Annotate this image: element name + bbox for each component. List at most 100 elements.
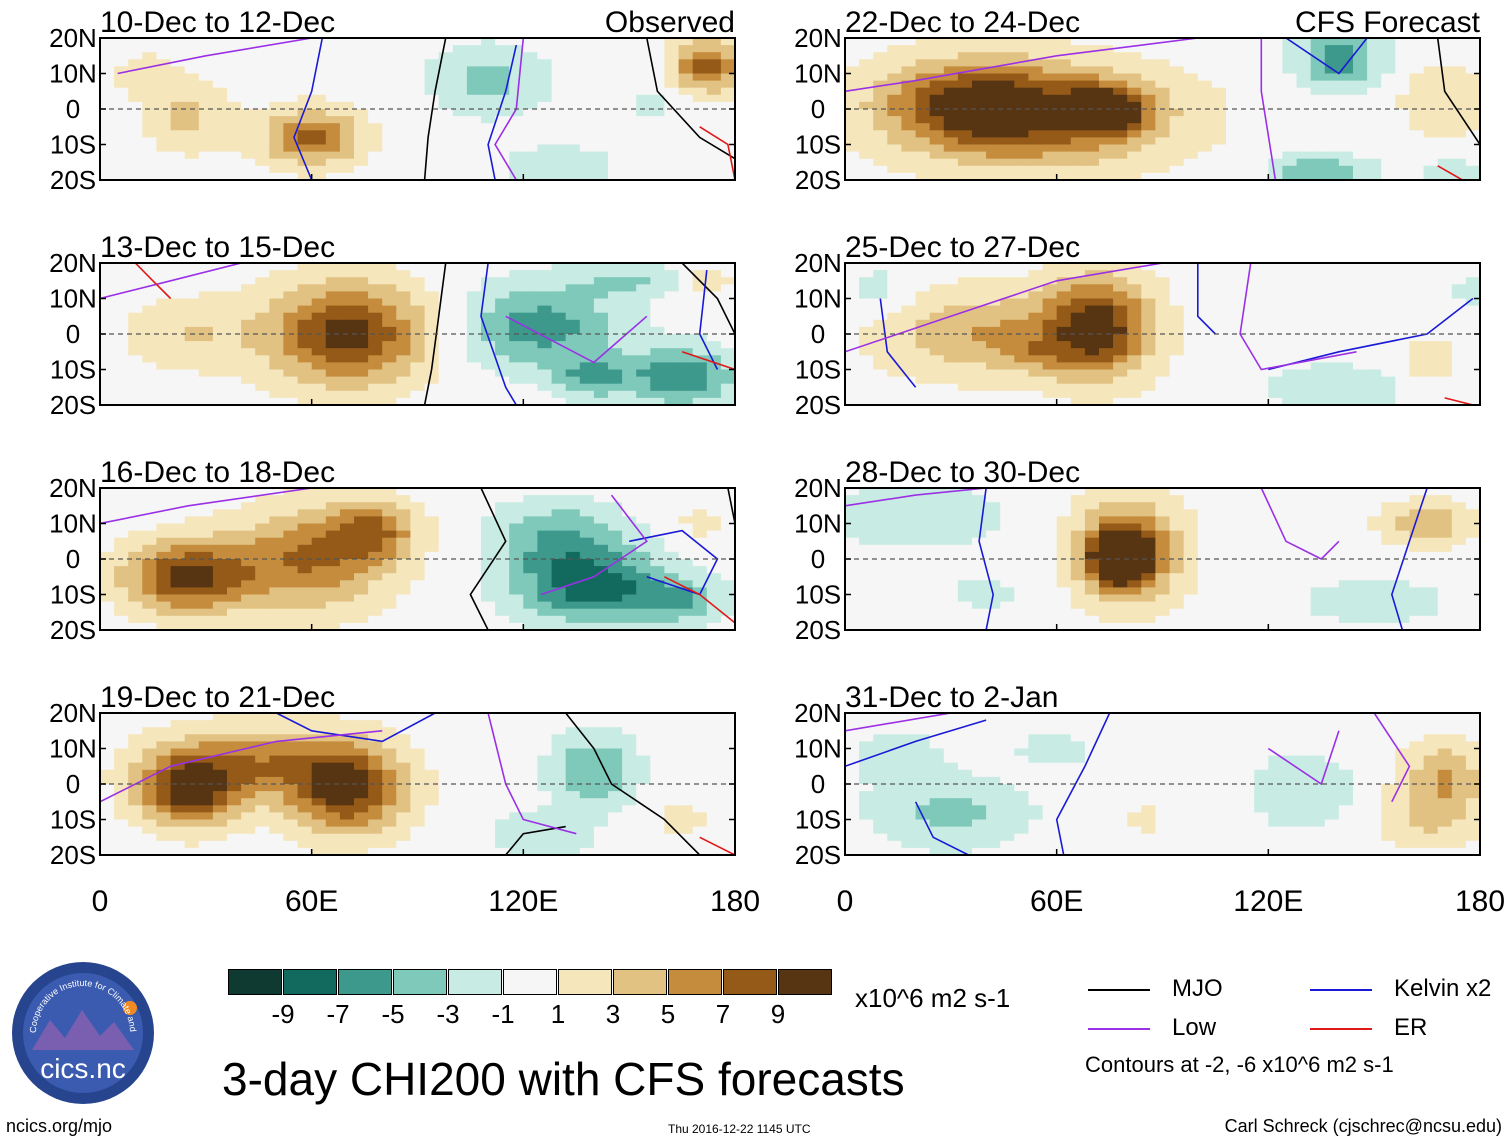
map-panel: 20N 10N 0 10S 20S 22-Dec to 24-Dec CFS Forecas… xyxy=(794,6,1481,195)
er-contour xyxy=(1444,397,1474,405)
lat-tick-label: 0 xyxy=(66,769,80,799)
kelvin-contour xyxy=(845,719,987,768)
source-link[interactable]: ncics.org/mjo xyxy=(6,1116,113,1136)
kelvin-contour xyxy=(480,263,517,405)
low-contour xyxy=(845,38,1198,93)
map-panel: 20N 10N 0 10S 20S 19-Dec to 21-Dec 0 60E 120E 180 xyxy=(49,681,760,918)
kelvin-contour xyxy=(914,801,969,855)
colorbar-units: x10^6 m2 s-1 xyxy=(855,983,1011,1013)
anomaly-field xyxy=(100,263,735,405)
anomaly-field xyxy=(100,38,735,180)
low-contour xyxy=(540,494,648,596)
colorbar-swatch xyxy=(283,969,337,995)
lat-tick-label: 10S xyxy=(50,805,96,835)
lon-tick-label: 0 xyxy=(837,885,854,918)
colorbar-swatch xyxy=(448,969,502,995)
mjo-contour xyxy=(423,38,447,180)
lat-tick-label: 10S xyxy=(795,805,841,835)
lat-tick-label: 20S xyxy=(795,165,841,195)
colorbar-swatch xyxy=(558,969,612,995)
panel-date-label: 19-Dec to 21-Dec xyxy=(100,681,335,714)
lat-tick-label: 10S xyxy=(50,355,96,385)
lat-tick-label: 10N xyxy=(49,59,97,89)
low-contour xyxy=(100,263,242,300)
legend-mjo-label: MJO xyxy=(1172,975,1223,1002)
low-contour xyxy=(1260,38,1277,180)
mjo-contour xyxy=(505,825,566,855)
lon-tick-label: 120E xyxy=(488,885,558,918)
lat-tick-label: 10N xyxy=(49,509,97,539)
colorbar-swatch xyxy=(723,969,777,995)
author-credit: Carl Schreck (cjschrec@ncsu.edu) xyxy=(1224,1116,1502,1136)
kelvin-contour xyxy=(879,298,917,388)
legend-low-label: Low xyxy=(1172,1014,1217,1041)
lat-tick-label: 20S xyxy=(50,390,96,420)
panel-date-label: 31-Dec to 2-Jan xyxy=(845,681,1058,714)
panel-date-label: 13-Dec to 15-Dec xyxy=(100,231,335,264)
lat-tick-label: 10S xyxy=(795,130,841,160)
contour-note: Contours at -2, -6 x10^6 m2 s-1 xyxy=(1085,1052,1394,1077)
logo-mountains xyxy=(32,1010,134,1050)
colorbar-level-label: 1 xyxy=(550,999,566,1029)
colorbar-swatch xyxy=(778,969,832,995)
kelvin-contour xyxy=(698,270,719,370)
lat-tick-label: 20N xyxy=(49,698,97,728)
colorbar-swatch xyxy=(668,969,722,995)
colorbar-level-label: 3 xyxy=(605,999,621,1029)
colorbar-swatch xyxy=(503,969,557,995)
low-contour xyxy=(845,713,951,732)
lon-tick-label: 180 xyxy=(710,885,760,918)
low-contour xyxy=(494,38,525,180)
kelvin-contour xyxy=(629,529,719,596)
lon-tick-label: 60E xyxy=(1030,885,1083,918)
panel-date-label: 22-Dec to 24-Dec xyxy=(845,6,1080,39)
kelvin-contour xyxy=(1390,488,1428,630)
lat-tick-label: 20S xyxy=(50,615,96,645)
low-contour xyxy=(100,488,312,525)
legend-er-line xyxy=(1310,1028,1372,1030)
timestamp: Thu 2016-12-22 1145 UTC xyxy=(668,1122,811,1136)
kelvin-contour xyxy=(1055,713,1111,855)
anomaly-field xyxy=(100,488,735,630)
lat-tick-label: 10N xyxy=(794,734,842,764)
er-contour xyxy=(134,263,172,300)
kelvin-contour xyxy=(1285,38,1368,75)
colorbar-level-label: -5 xyxy=(381,999,405,1029)
lat-tick-label: 20S xyxy=(50,840,96,870)
lat-tick-label: 20S xyxy=(795,840,841,870)
mjo-contour xyxy=(423,263,447,405)
mjo-contour xyxy=(646,38,735,160)
logo-sun xyxy=(123,1001,137,1015)
lat-tick-label: 20N xyxy=(794,23,842,53)
lat-tick-label: 20N xyxy=(49,23,97,53)
colorbar-swatch xyxy=(613,969,667,995)
low-contour xyxy=(487,713,577,835)
lon-tick-label: 60E xyxy=(285,885,338,918)
colorbar-swatch xyxy=(393,969,447,995)
lat-tick-label: 20S xyxy=(795,615,841,645)
lat-tick-label: 20N xyxy=(794,698,842,728)
lat-tick-label: 20N xyxy=(49,248,97,278)
kelvin-contour xyxy=(293,38,324,180)
lat-tick-label: 10N xyxy=(49,734,97,764)
cics-logo: Cooperative Institute for Climate and Sa… xyxy=(10,960,154,1104)
map-panel: 20N 10N 0 10S 20S 10-Dec to 12-Dec Observed xyxy=(49,6,736,195)
kelvin-contour xyxy=(487,44,518,180)
colorbar-level-label: -3 xyxy=(436,999,460,1029)
lon-tick-label: 180 xyxy=(1455,885,1505,918)
colorbar-swatch xyxy=(228,969,282,995)
lat-tick-label: 20N xyxy=(794,248,842,278)
lat-tick-label: 0 xyxy=(811,544,825,574)
colorbar-level-label: -9 xyxy=(271,999,295,1029)
kelvin-contour xyxy=(276,713,436,743)
legend-low-line xyxy=(1088,1028,1150,1030)
lon-tick-label: 0 xyxy=(92,885,109,918)
map-panel: 20N 10N 0 10S 20S 28-Dec to 30-Dec xyxy=(794,456,1481,645)
low-contour xyxy=(1267,730,1340,786)
kelvin-contour xyxy=(978,488,995,630)
mjo-contour xyxy=(469,488,507,630)
anomaly-field xyxy=(845,38,1480,180)
low-contour xyxy=(845,488,987,507)
colorbar-level-label: 9 xyxy=(770,999,786,1029)
